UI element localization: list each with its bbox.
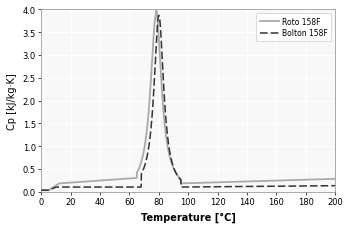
Line: Roto 158F: Roto 158F xyxy=(41,10,335,190)
Bolton 158F xyxy=(157,15,161,18)
Roto 158F xyxy=(90,180,94,183)
Roto 158F xyxy=(333,178,337,180)
Bolton 158F xyxy=(165,129,169,131)
Line: Bolton 158F: Bolton 158F xyxy=(41,16,335,190)
Y-axis label: Cp [kJ/kg·K]: Cp [kJ/kg·K] xyxy=(7,73,17,129)
Bolton 158F xyxy=(39,189,43,192)
Roto 158F xyxy=(296,179,300,182)
Roto 158F xyxy=(152,29,156,31)
Legend: Roto 158F, Bolton 158F: Roto 158F, Bolton 158F xyxy=(256,14,331,42)
Roto 158F xyxy=(327,178,331,181)
Bolton 158F xyxy=(152,86,156,89)
Bolton 158F xyxy=(333,185,337,187)
Bolton 158F xyxy=(296,185,300,188)
Bolton 158F xyxy=(327,185,331,187)
X-axis label: Temperature [°C]: Temperature [°C] xyxy=(141,212,236,222)
Roto 158F xyxy=(73,181,77,184)
Bolton 158F xyxy=(90,186,94,189)
Roto 158F xyxy=(39,189,43,192)
Roto 158F xyxy=(154,8,158,11)
Bolton 158F xyxy=(73,186,77,189)
Roto 158F xyxy=(165,141,169,143)
